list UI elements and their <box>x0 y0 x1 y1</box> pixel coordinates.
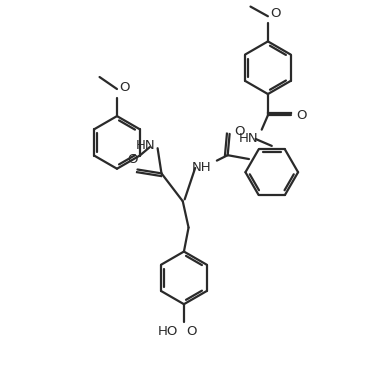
Text: HO: HO <box>157 325 178 339</box>
Text: HN: HN <box>135 139 155 152</box>
Text: O: O <box>128 152 138 166</box>
Text: NH: NH <box>192 161 211 175</box>
Text: O: O <box>296 109 306 122</box>
Text: O: O <box>119 81 130 94</box>
Text: O: O <box>234 125 245 139</box>
Text: O: O <box>270 7 280 20</box>
Text: O: O <box>186 325 196 339</box>
Text: HN: HN <box>239 132 258 146</box>
